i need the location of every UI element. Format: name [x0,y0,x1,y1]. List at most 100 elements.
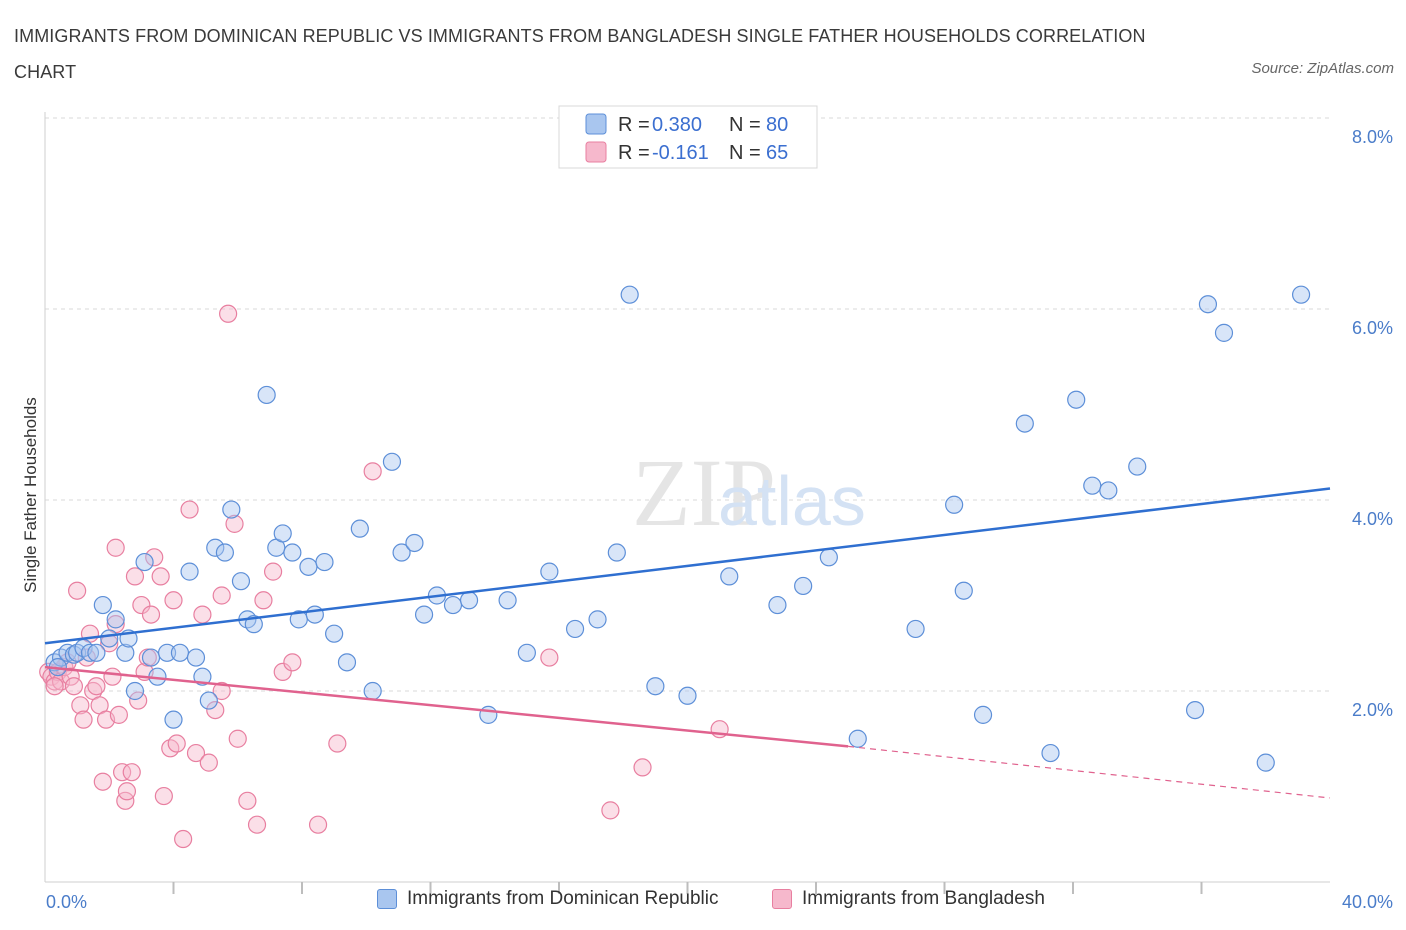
bangladesh-point-41 [199,753,218,772]
dominican-point-14 [135,552,154,572]
bangladesh-point-61 [212,586,231,605]
bangladesh-point-51 [273,662,292,682]
dominican-point-10 [106,610,125,629]
y-ticks: 2.0% 4.0% 6.0% 8.0% [1352,127,1393,720]
bangladesh-point-46 [228,729,247,748]
dominican-point-72 [1099,481,1118,500]
dominican-point-35 [299,557,318,576]
dominican-point-49 [479,705,498,724]
watermark-atlas: atlas [718,462,866,540]
dominican-point-17 [157,643,177,662]
dominican-point-38 [325,624,344,643]
chart-title: IMMIGRANTS FROM DOMINICAN REPUBLIC VS IM… [14,26,1146,82]
bangladesh-point-45 [225,514,244,533]
bangladesh-point-11 [74,710,93,729]
dominican-point-68 [1015,414,1034,433]
bangladesh-point-14 [87,677,106,696]
bangladesh-point-28 [132,595,151,615]
legend-n-value-bangladesh: 65 [766,142,788,164]
dominican-point-43 [392,543,411,562]
dominican-point-63 [848,729,867,748]
dominican-point-25 [215,543,234,562]
dominican-point-45 [414,605,434,624]
x-tick-min: 0.0% [46,892,87,912]
y-tick-label-0: 2.0% [1352,700,1393,720]
dominican-point-15 [141,648,161,667]
bangladesh-point-33 [151,567,170,586]
dominican-point-67 [973,705,993,724]
bangladesh-point-48 [247,815,267,834]
dominican-point-71 [1083,476,1102,495]
dominican-point-70 [1067,390,1086,409]
y-axis-label: Single Father Households [21,397,40,593]
axes [44,112,1330,894]
dominican-point-57 [646,677,665,696]
bangladesh-point-34 [154,786,173,806]
dominican-point-73 [1128,457,1147,476]
bangladesh-point-43 [212,681,231,701]
dominican-point-56 [620,285,639,304]
dominican-point-47 [443,595,463,615]
bangladesh-points [39,304,729,849]
watermark: ZIP atlas [632,439,866,546]
y-tick-label-2: 6.0% [1352,318,1393,338]
bangladesh-point-52 [283,653,302,672]
y-tick-label-3: 8.0% [1352,127,1393,147]
dominican-point-50 [498,591,517,610]
dominican-point-19 [170,643,190,662]
dominican-point-36 [305,605,324,624]
dominican-point-27 [231,572,251,591]
bangladesh-point-49 [254,591,273,610]
bangladesh-point-36 [167,734,186,753]
dominican-point-26 [222,500,241,519]
legend-n-value-dominican: 80 [766,114,788,136]
series-swatch-bangladesh [772,889,792,909]
bangladesh-point-56 [540,648,559,667]
dominican-point-78 [1291,285,1311,304]
series-swatch-dominican [377,889,397,909]
dominican-point-32 [273,524,292,543]
dominican-point-6 [80,643,100,662]
series-legend-bangladesh[interactable]: Immigrants from Bangladesh [772,888,1045,910]
bangladesh-point-32 [145,548,164,567]
dominican-point-40 [350,519,369,538]
bangladesh-point-19 [103,667,122,686]
dominican-point-24 [206,538,225,557]
bangladesh-point-38 [180,500,199,519]
bangladesh-point-16 [93,772,112,791]
bangladesh-point-27 [129,691,148,710]
bangladesh-point-60 [164,591,183,610]
dominican-point-54 [588,610,607,629]
source-label: Source: ZipAtlas.com [1251,60,1394,77]
dominican-point-76 [1214,323,1234,342]
dominican-point-60 [768,595,787,615]
dominican-point-55 [607,543,626,562]
dominican-point-29 [244,615,263,634]
bangladesh-point-9 [68,581,87,600]
bangladesh-point-37 [174,829,193,849]
bangladesh-point-42 [206,700,225,720]
legend-n-label-dominican: N = [729,114,761,136]
bangladesh-point-62 [106,538,125,557]
legend-r-value-dominican: 0.380 [652,114,702,136]
dominican-point-59 [720,567,739,586]
trend-line-dominican [44,487,1331,645]
dominican-point-3 [64,645,84,664]
bangladesh-point-40 [193,605,212,624]
dominican-point-51 [517,643,536,662]
bangladesh-point-50 [263,562,283,581]
dominican-point-64 [906,619,925,639]
legend-n-label-bangladesh: N = [729,142,761,164]
legend-r-value-bangladesh: -0.161 [652,142,709,164]
dominican-point-74 [1185,700,1205,720]
bangladesh-point-26 [125,567,145,586]
series-label-bangladesh: Immigrants from Bangladesh [802,888,1045,909]
series-legend-dominican[interactable]: Immigrants from Dominican Republic [377,888,719,910]
bangladesh-point-31 [141,605,161,624]
trend-line-bangladesh [44,665,849,748]
dominican-point-20 [180,562,199,581]
bangladesh-point-53 [308,815,328,834]
bangladesh-point-47 [238,791,257,810]
bangladesh-point-24 [117,782,137,801]
correlation-legend: R = 0.380 N = 80 R = -0.161 N = 65 [558,105,818,169]
